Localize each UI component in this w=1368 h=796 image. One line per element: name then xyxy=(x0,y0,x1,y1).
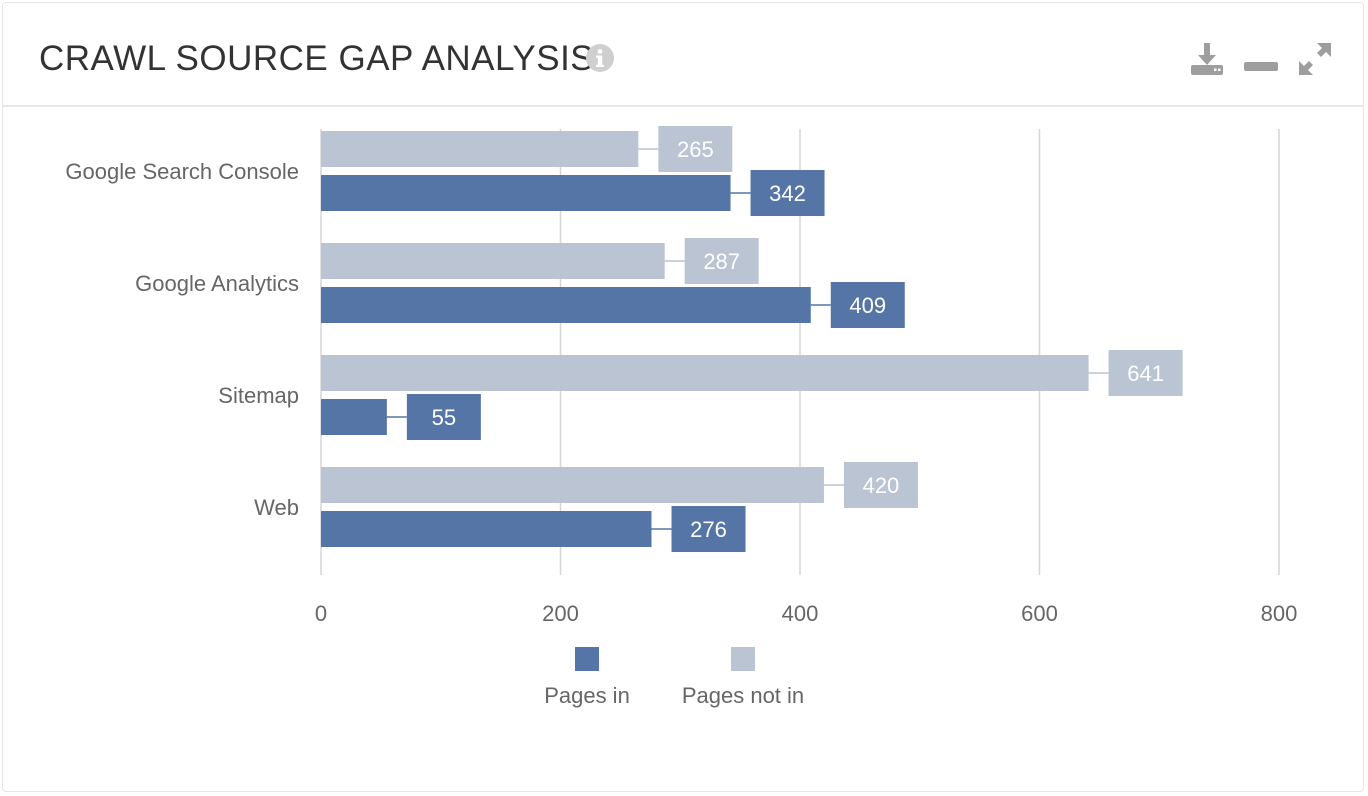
data-label: 55 xyxy=(432,405,456,430)
bar-pages-not-in xyxy=(321,131,639,167)
y-category-label: Web xyxy=(254,495,299,520)
bar-chart: 0 200 400 600 800 Google Search Console 265 342… xyxy=(65,126,1298,708)
bar-pages-not-in xyxy=(321,243,665,279)
x-tick-label: 400 xyxy=(782,601,819,626)
data-label-box xyxy=(684,238,759,284)
y-category-label: Google Analytics xyxy=(135,271,299,296)
info-circle-icon[interactable] xyxy=(585,43,615,73)
data-label-box xyxy=(750,170,825,216)
legend-swatch xyxy=(731,647,755,671)
x-tick-label: 600 xyxy=(1021,601,1058,626)
data-label: 641 xyxy=(1127,361,1164,386)
data-label-box xyxy=(671,506,746,552)
data-label: 342 xyxy=(769,181,806,206)
y-category-label: Google Search Console xyxy=(65,159,299,184)
legend-label: Pages in xyxy=(544,683,630,708)
bar-pages-not-in xyxy=(321,355,1089,391)
legend-swatch xyxy=(575,647,599,671)
data-label: 265 xyxy=(677,137,714,162)
data-label-box xyxy=(830,282,905,328)
bar-pages-in xyxy=(321,399,387,435)
y-category-label: Sitemap xyxy=(218,383,299,408)
x-tick-label: 0 xyxy=(315,601,327,626)
bar-pages-in xyxy=(321,175,731,211)
bar-pages-not-in xyxy=(321,467,824,503)
data-label: 287 xyxy=(703,249,740,274)
expand-icon[interactable] xyxy=(1297,41,1333,77)
legend-label: Pages not in xyxy=(682,683,804,708)
bar-pages-in xyxy=(321,287,811,323)
chart-title: CRAWL SOURCE GAP ANALYSIS xyxy=(39,39,595,78)
x-tick-label: 800 xyxy=(1261,601,1298,626)
data-label-box xyxy=(843,462,918,508)
data-label-box xyxy=(406,394,481,440)
data-label-box xyxy=(658,126,733,172)
data-label-box xyxy=(1108,350,1183,396)
bar-pages-in xyxy=(321,511,652,547)
data-label: 409 xyxy=(849,293,886,318)
data-label: 420 xyxy=(863,473,900,498)
minimize-icon[interactable] xyxy=(1243,41,1279,77)
card-header: CRAWL SOURCE GAP ANALYSIS xyxy=(3,3,1363,107)
data-label: 276 xyxy=(690,517,727,542)
x-tick-label: 200 xyxy=(542,601,579,626)
download-icon[interactable] xyxy=(1189,41,1225,77)
